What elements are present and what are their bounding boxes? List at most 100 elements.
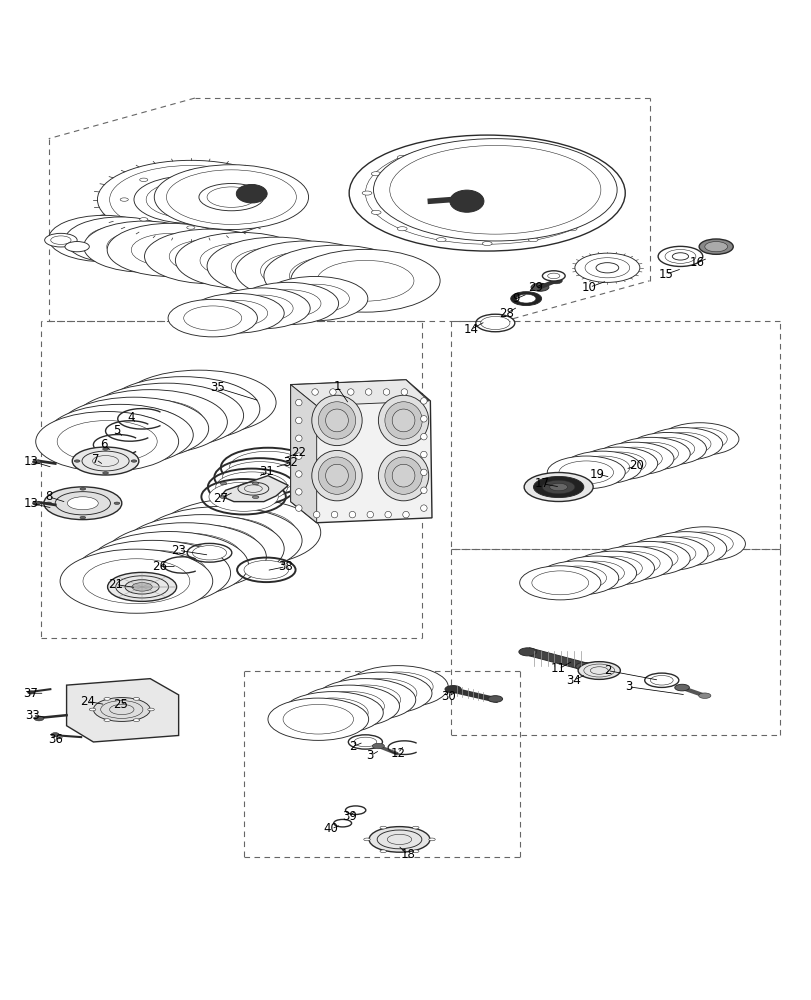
Text: 26: 26 [152, 560, 166, 573]
Ellipse shape [547, 273, 560, 279]
Ellipse shape [89, 532, 248, 598]
Ellipse shape [139, 178, 148, 181]
Ellipse shape [436, 238, 445, 242]
Ellipse shape [420, 487, 427, 494]
Ellipse shape [260, 252, 353, 291]
Ellipse shape [87, 226, 153, 254]
Ellipse shape [168, 299, 257, 337]
Ellipse shape [550, 278, 562, 284]
Ellipse shape [362, 191, 371, 195]
Ellipse shape [84, 221, 205, 272]
Ellipse shape [34, 716, 44, 721]
Ellipse shape [318, 402, 355, 439]
Ellipse shape [655, 433, 710, 455]
Ellipse shape [311, 395, 362, 446]
Ellipse shape [349, 135, 624, 251]
Ellipse shape [314, 691, 384, 721]
Ellipse shape [175, 232, 308, 288]
Ellipse shape [45, 233, 77, 247]
Text: 2: 2 [603, 664, 611, 677]
Text: 9: 9 [512, 292, 520, 305]
Ellipse shape [139, 218, 148, 221]
Ellipse shape [347, 666, 448, 708]
Ellipse shape [133, 697, 139, 700]
Ellipse shape [131, 583, 152, 591]
Ellipse shape [384, 457, 422, 494]
Ellipse shape [385, 150, 588, 236]
Text: 10: 10 [581, 281, 596, 294]
Ellipse shape [567, 227, 577, 231]
Ellipse shape [244, 560, 289, 579]
Text: 15: 15 [658, 268, 672, 281]
Ellipse shape [169, 239, 250, 273]
Ellipse shape [298, 685, 399, 727]
Ellipse shape [208, 482, 278, 511]
Ellipse shape [107, 231, 182, 263]
Ellipse shape [79, 516, 85, 519]
Polygon shape [290, 385, 316, 523]
Text: 4: 4 [127, 411, 135, 424]
Ellipse shape [378, 395, 428, 446]
Ellipse shape [645, 532, 726, 566]
Ellipse shape [104, 523, 266, 591]
Ellipse shape [49, 215, 159, 262]
Ellipse shape [402, 511, 409, 518]
Ellipse shape [282, 692, 383, 734]
Ellipse shape [311, 450, 362, 501]
Ellipse shape [83, 559, 190, 604]
Ellipse shape [129, 386, 237, 432]
Text: 37: 37 [24, 687, 38, 700]
Text: 39: 39 [341, 810, 356, 823]
Ellipse shape [229, 451, 307, 484]
Ellipse shape [182, 509, 296, 556]
Text: 5: 5 [113, 424, 121, 437]
Text: 32: 32 [283, 456, 298, 469]
Ellipse shape [295, 453, 302, 459]
Text: 18: 18 [400, 848, 414, 861]
Ellipse shape [573, 551, 654, 585]
Ellipse shape [585, 556, 642, 580]
Text: 1: 1 [333, 380, 341, 393]
Ellipse shape [420, 505, 427, 511]
Ellipse shape [574, 253, 639, 282]
Ellipse shape [69, 414, 171, 457]
Ellipse shape [626, 537, 707, 571]
Ellipse shape [125, 580, 159, 594]
Ellipse shape [657, 537, 714, 561]
Ellipse shape [199, 183, 264, 211]
Ellipse shape [234, 218, 242, 221]
Ellipse shape [122, 370, 276, 435]
Text: 36: 36 [48, 733, 62, 746]
Ellipse shape [524, 473, 592, 502]
Ellipse shape [347, 389, 354, 395]
Ellipse shape [200, 243, 284, 278]
Text: 31: 31 [259, 465, 273, 478]
Ellipse shape [663, 527, 744, 561]
Ellipse shape [519, 566, 600, 600]
Text: 7: 7 [92, 453, 100, 466]
Text: 20: 20 [629, 459, 643, 472]
Ellipse shape [212, 288, 310, 329]
Ellipse shape [676, 532, 732, 556]
Ellipse shape [264, 245, 410, 307]
Ellipse shape [698, 239, 732, 254]
Ellipse shape [295, 399, 302, 406]
Ellipse shape [59, 397, 208, 460]
Ellipse shape [134, 176, 247, 223]
Text: 16: 16 [689, 256, 703, 269]
Ellipse shape [380, 826, 386, 829]
Ellipse shape [133, 719, 139, 721]
Text: 40: 40 [324, 822, 338, 835]
Ellipse shape [148, 708, 154, 711]
Ellipse shape [397, 227, 406, 231]
Ellipse shape [595, 442, 673, 475]
Text: 33: 33 [25, 709, 40, 722]
Ellipse shape [660, 423, 738, 455]
Ellipse shape [579, 447, 657, 480]
Text: 11: 11 [551, 662, 565, 675]
Ellipse shape [378, 450, 428, 501]
Ellipse shape [397, 155, 406, 159]
Ellipse shape [220, 482, 226, 485]
Polygon shape [221, 476, 288, 502]
Ellipse shape [480, 316, 509, 330]
